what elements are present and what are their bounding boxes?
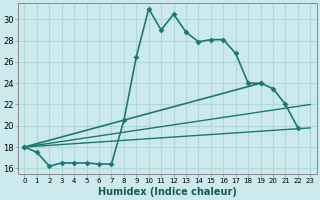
X-axis label: Humidex (Indice chaleur): Humidex (Indice chaleur) — [98, 187, 237, 197]
